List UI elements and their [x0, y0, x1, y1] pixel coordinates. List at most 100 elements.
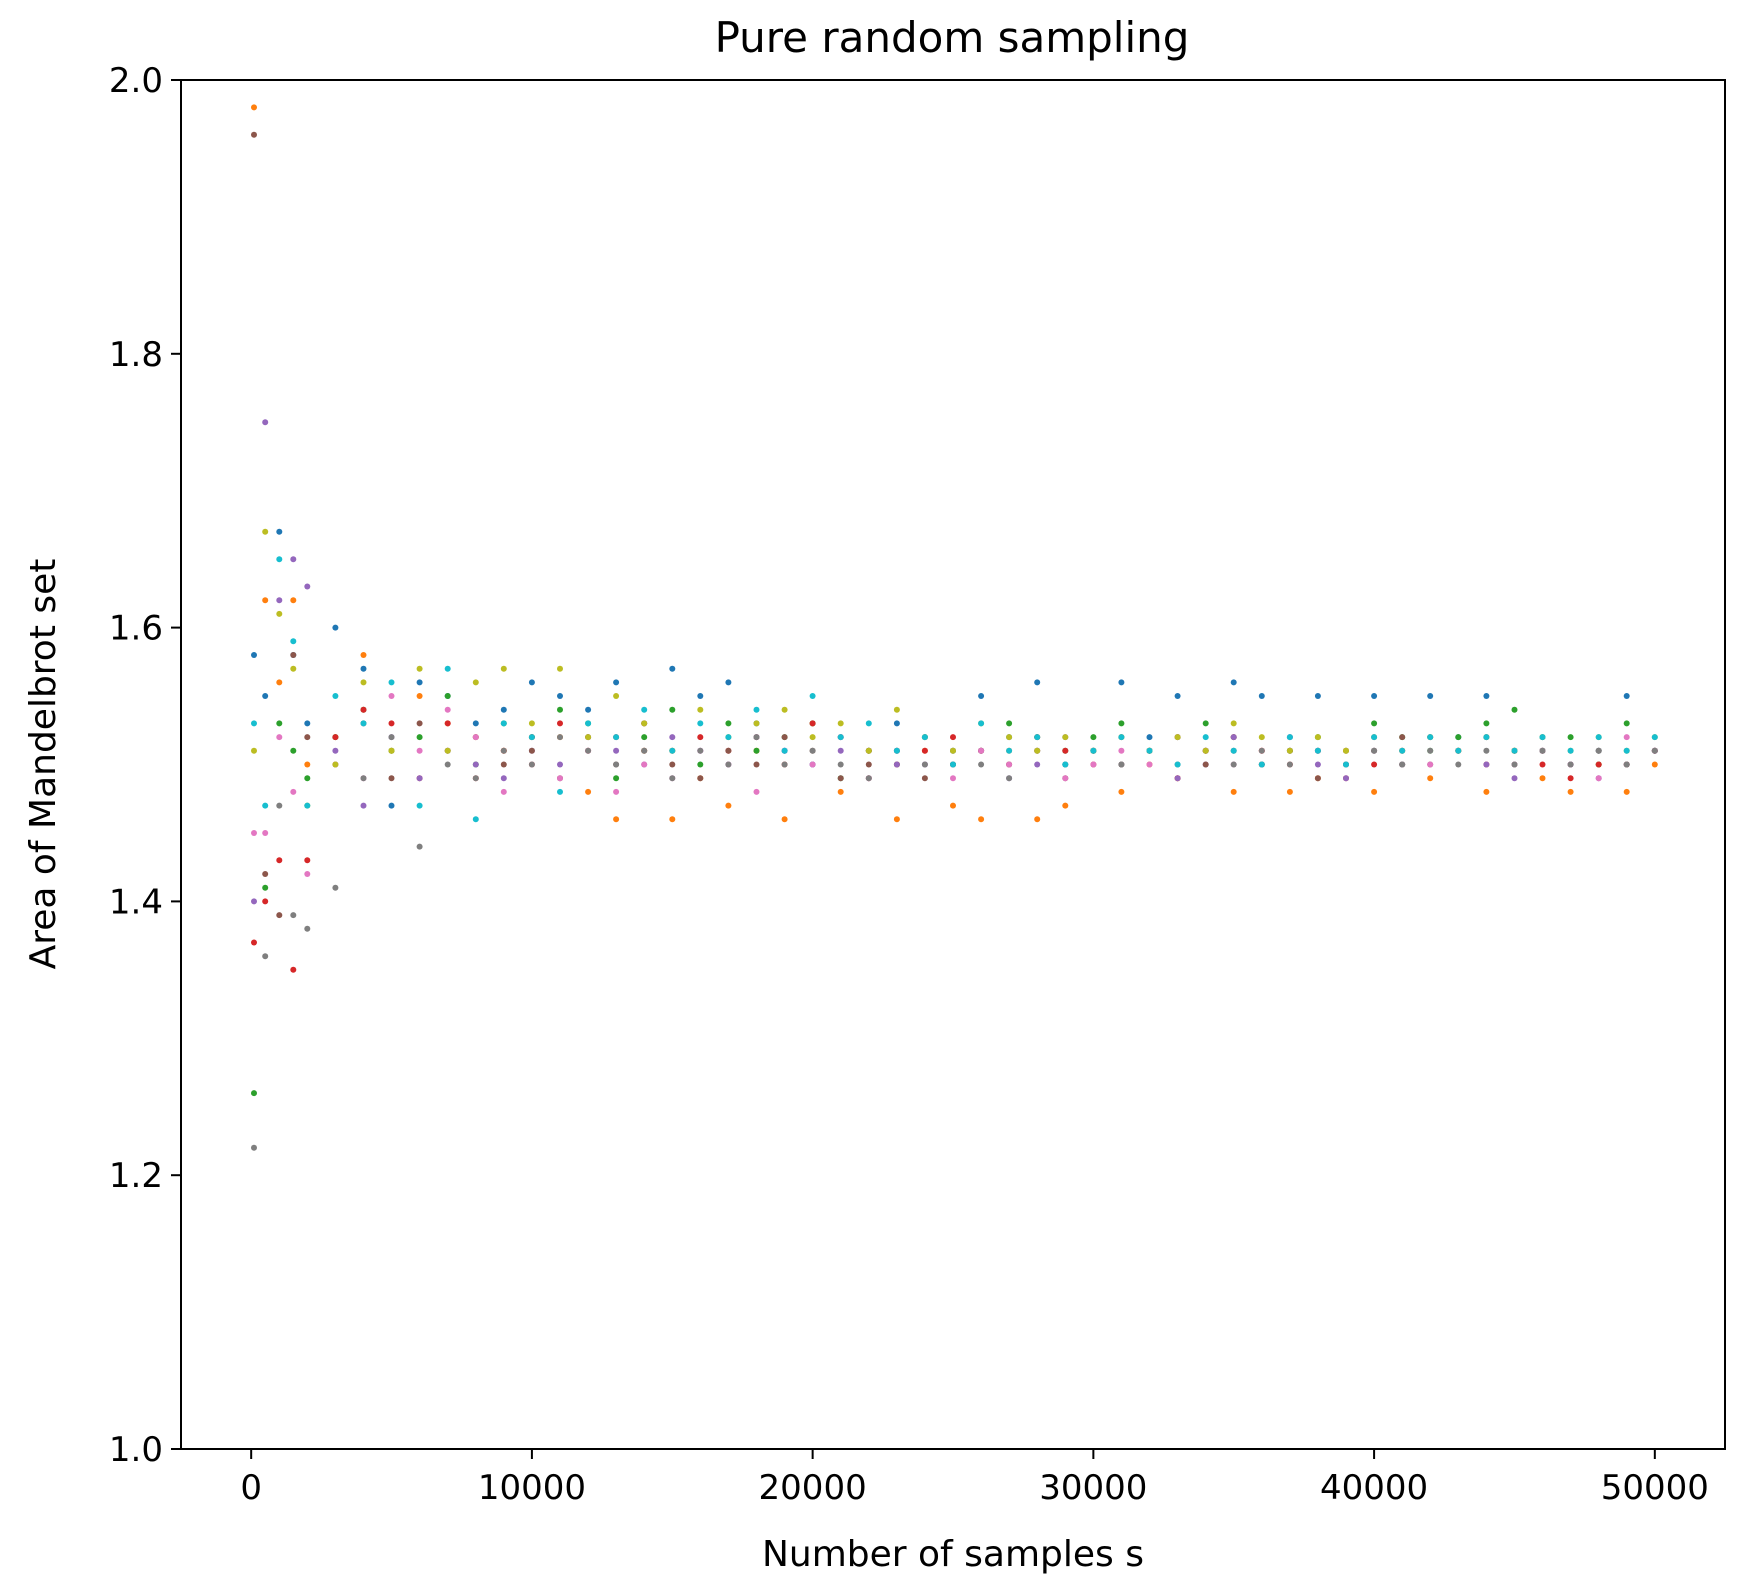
data-point-series-1	[472, 720, 479, 727]
data-point-series-8	[1483, 747, 1490, 754]
data-point-series-9	[1174, 734, 1181, 741]
data-point-series-4	[388, 720, 395, 727]
data-point-series-7	[1146, 761, 1153, 768]
data-point-series-1	[978, 693, 985, 699]
data-point-series-7	[276, 734, 283, 741]
data-point-series-2	[837, 788, 844, 795]
y-axis-title: Area of Mandelbrot set	[23, 559, 64, 970]
data-point-series-6	[837, 775, 844, 782]
data-point-series-10	[865, 720, 872, 727]
data-point-series-10	[669, 747, 676, 754]
data-point-series-5	[1511, 775, 1518, 782]
data-point-series-10	[1539, 734, 1546, 741]
data-point-series-8	[725, 761, 732, 768]
data-point-series-5	[472, 761, 479, 768]
data-point-series-8	[251, 1144, 257, 1151]
data-point-series-3	[753, 747, 760, 754]
data-point-series-10	[1006, 747, 1013, 754]
data-point-series-5	[669, 734, 676, 741]
data-point-series-10	[697, 720, 704, 727]
data-point-series-7	[1595, 775, 1602, 782]
data-point-series-7	[809, 761, 816, 768]
data-point-series-9	[416, 665, 423, 672]
data-point-series-4	[697, 734, 704, 741]
data-point-series-1	[1258, 693, 1265, 699]
data-point-series-10	[416, 802, 423, 809]
x-axis: 0 10000 20000 30000 40000 50000	[240, 1449, 1709, 1508]
data-point-series-10	[1146, 747, 1153, 754]
data-point-series-8	[1006, 775, 1013, 782]
data-point-series-10	[809, 693, 816, 699]
data-point-series-8	[276, 802, 283, 809]
data-point-series-9	[360, 679, 367, 686]
data-point-series-7	[557, 775, 563, 782]
data-point-series-10	[1343, 761, 1349, 768]
data-point-series-10	[893, 747, 900, 754]
data-point-series-10	[1286, 734, 1293, 741]
data-point-series-10	[1651, 734, 1658, 741]
data-point-series-9	[950, 747, 956, 754]
x-tick-label: 10000	[478, 1468, 586, 1508]
data-point-series-6	[416, 720, 423, 727]
data-point-series-10	[1427, 734, 1434, 741]
data-point-series-6	[388, 775, 395, 782]
data-point-series-7	[251, 830, 257, 836]
data-point-series-8	[669, 775, 676, 782]
data-point-series-4	[809, 720, 816, 727]
data-point-series-5	[1483, 761, 1490, 768]
data-point-series-9	[697, 706, 704, 713]
data-point-series-10	[781, 747, 788, 754]
data-point-series-10	[1062, 761, 1069, 768]
data-point-series-8	[1286, 761, 1293, 768]
data-point-series-8	[1567, 761, 1574, 768]
data-point-series-3	[1006, 720, 1013, 727]
data-point-series-8	[1651, 747, 1658, 754]
data-point-series-5	[837, 747, 844, 754]
x-tick-label: 0	[240, 1468, 262, 1508]
data-point-series-10	[1511, 747, 1518, 754]
data-point-series-10	[444, 665, 451, 672]
data-point-series-9	[753, 720, 760, 727]
data-point-series-10	[528, 734, 535, 741]
y-tick-label: 1.4	[109, 882, 163, 922]
data-point-series-9	[444, 747, 451, 754]
data-point-series-8	[1623, 761, 1630, 768]
data-point-series-6	[697, 775, 704, 782]
data-point-series-10	[1230, 747, 1237, 754]
data-point-series-7	[416, 747, 423, 754]
data-point-series-7	[1090, 761, 1097, 768]
data-point-series-10	[290, 638, 297, 645]
data-point-series-9	[557, 665, 563, 672]
data-point-series-6	[921, 775, 928, 782]
data-point-series-8	[360, 775, 367, 782]
data-point-series-6	[669, 761, 676, 768]
data-point-series-7	[290, 788, 297, 795]
data-point-series-10	[360, 720, 367, 727]
data-point-series-10	[725, 734, 732, 741]
data-point-series-5	[1174, 775, 1181, 782]
data-point-series-10	[472, 816, 479, 823]
data-point-series-3	[416, 734, 423, 741]
data-point-series-2	[262, 597, 269, 604]
data-point-series-4	[1567, 775, 1574, 782]
data-point-series-10	[251, 720, 257, 727]
data-point-series-9	[262, 528, 269, 535]
data-point-series-2	[1651, 761, 1658, 768]
data-point-series-4	[950, 734, 956, 741]
data-point-series-7	[444, 706, 451, 713]
data-point-series-9	[1062, 734, 1069, 741]
data-point-series-10	[332, 693, 339, 699]
data-point-series-4	[1595, 761, 1602, 768]
data-point-series-9	[893, 706, 900, 713]
data-point-series-3	[1455, 734, 1462, 741]
data-point-series-9	[1034, 747, 1041, 754]
data-point-series-7	[1427, 761, 1434, 768]
data-point-series-2	[1371, 788, 1378, 795]
data-point-series-2	[950, 802, 956, 809]
data-point-series-8	[290, 912, 297, 919]
data-point-series-5	[416, 775, 423, 782]
data-point-series-9	[472, 679, 479, 686]
data-point-series-4	[557, 720, 563, 727]
data-point-series-2	[1286, 788, 1293, 795]
data-point-series-6	[1314, 775, 1321, 782]
